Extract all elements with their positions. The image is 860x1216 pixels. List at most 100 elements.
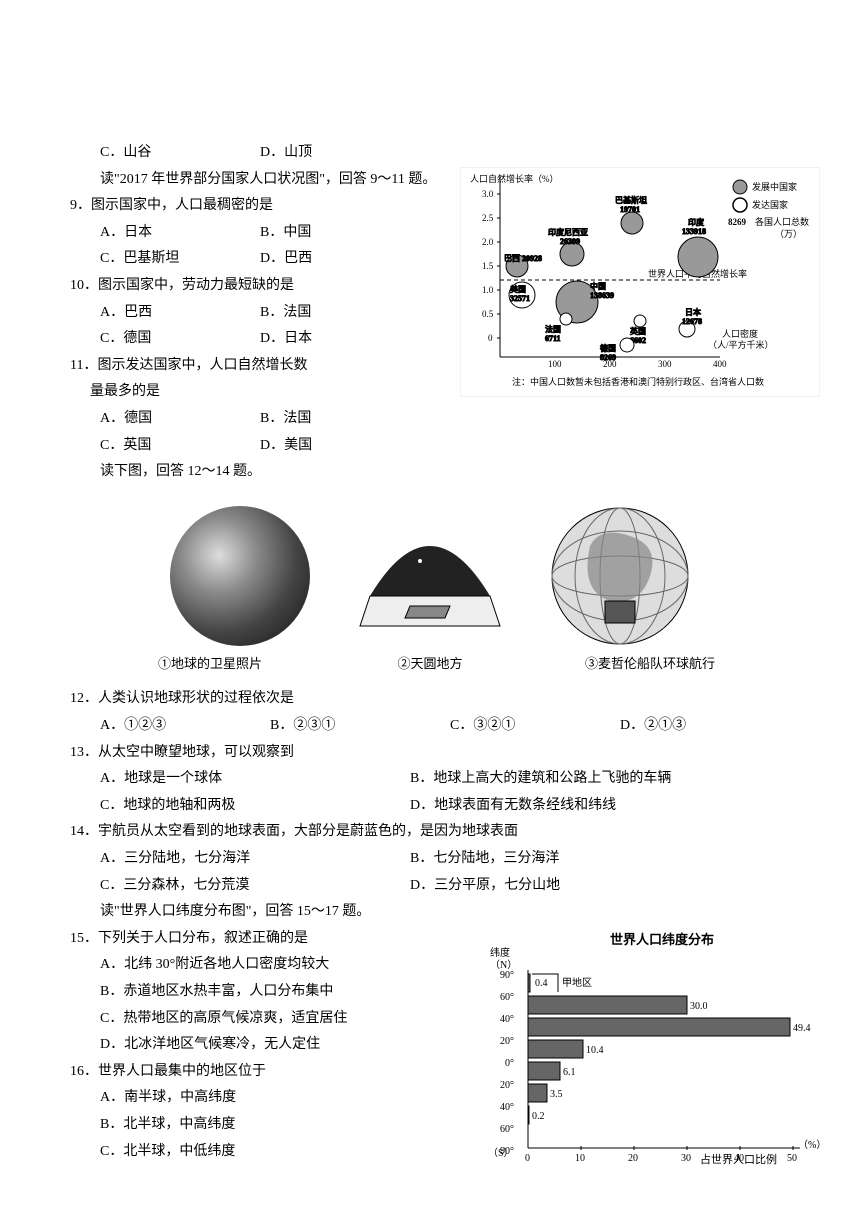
svg-text:20: 20 xyxy=(628,1153,638,1164)
svg-text:0: 0 xyxy=(488,333,493,343)
svg-text:英国: 英国 xyxy=(630,326,646,336)
population-bubble-chart: 人口自然增长率（%） 3.0 2.5 2.0 1.5 1.0 0.5 0 100… xyxy=(460,167,820,408)
globe-figure xyxy=(550,506,690,646)
q14-a: A．三分陆地，七分海洋 xyxy=(100,846,400,873)
q10-a: A．巴西 xyxy=(100,300,250,327)
q12-options: A．①②③ B．②③① C．③②① D．②①③ xyxy=(40,713,820,740)
q13-d: D．地球表面有无数条经线和纬线 xyxy=(410,793,730,820)
y-axis-title: 人口自然增长率（%） xyxy=(470,173,559,184)
svg-text:30: 30 xyxy=(681,1153,691,1164)
svg-text:印度: 印度 xyxy=(688,217,704,227)
svg-text:10: 10 xyxy=(575,1153,585,1164)
q14-b: B．七分陆地，三分海洋 xyxy=(410,846,730,873)
q12-a: A．①②③ xyxy=(100,713,260,740)
three-images xyxy=(40,506,820,646)
svg-text:0: 0 xyxy=(525,1153,530,1164)
svg-text:32571: 32571 xyxy=(510,294,530,303)
svg-text:100: 100 xyxy=(548,359,562,369)
svg-text:0.5: 0.5 xyxy=(482,309,494,319)
svg-text:2.5: 2.5 xyxy=(482,213,494,223)
img-label-a: ①地球的卫星照片 xyxy=(130,652,290,677)
svg-text:人口密度: 人口密度 xyxy=(722,328,758,339)
three-images-labels: ①地球的卫星照片 ②天圆地方 ③麦哲伦船队环球航行 xyxy=(40,652,820,677)
svg-text:12678: 12678 xyxy=(682,317,702,326)
q13-b: B．地球上高大的建筑和公路上飞驰的车辆 xyxy=(410,766,730,793)
q12-d: D．②①③ xyxy=(620,713,760,740)
svg-text:19701: 19701 xyxy=(620,205,640,214)
q10-c: C．德国 xyxy=(100,326,250,353)
svg-text:300: 300 xyxy=(658,359,672,369)
svg-text:49.4: 49.4 xyxy=(793,1023,811,1034)
svg-text:90°: 90° xyxy=(500,970,514,981)
svg-text:0.2: 0.2 xyxy=(532,1111,545,1122)
svg-text:138639: 138639 xyxy=(590,291,614,300)
q9-options: A．日本 B．中国 C．巴基斯坦 D．巴西 xyxy=(40,220,450,273)
q14-options: A．三分陆地，七分海洋 B．七分陆地，三分海洋 C．三分森林，七分荒漠 D．三分… xyxy=(40,846,820,899)
chart-note: 注：中国人口数暂未包括香港和澳门特别行政区、台湾省人口数 xyxy=(512,376,764,387)
intro-12-14: 读下图，回答 12～14 题。 xyxy=(40,459,820,486)
svg-text:400: 400 xyxy=(713,359,727,369)
svg-text:6.1: 6.1 xyxy=(563,1067,576,1078)
intro-15-17: 读"世界人口纬度分布图"，回答 15～17 题。 xyxy=(40,899,820,926)
svg-text:6711: 6711 xyxy=(545,334,561,343)
q11-a: A．德国 xyxy=(100,406,250,433)
q14-d: D．三分平原，七分山地 xyxy=(410,873,730,900)
svg-text:（%）: （%） xyxy=(798,1139,820,1151)
svg-text:26399: 26399 xyxy=(560,237,580,246)
svg-text:0.4: 0.4 xyxy=(535,978,548,989)
svg-text:发达国家: 发达国家 xyxy=(752,199,788,210)
svg-text:60°: 60° xyxy=(500,992,514,1003)
q8-c: C．山谷 xyxy=(100,140,250,167)
svg-text:法国: 法国 xyxy=(545,324,561,334)
x-axis-title: 占世界人口比例 xyxy=(700,1152,777,1166)
svg-text:8269: 8269 xyxy=(600,353,616,362)
svg-text:1.0: 1.0 xyxy=(482,285,494,295)
svg-text:日本: 日本 xyxy=(685,307,701,317)
svg-text:1.5: 1.5 xyxy=(482,261,494,271)
q8-options-cd: C．山谷 D．山顶 xyxy=(40,140,820,167)
svg-text:2.0: 2.0 xyxy=(482,237,494,247)
region-label: 甲地区 xyxy=(562,976,592,989)
q11-options: A．德国 B．法国 C．英国 D．美国 xyxy=(40,406,450,459)
svg-text:20°: 20° xyxy=(500,1080,514,1091)
q13-c: C．地球的地轴和两极 xyxy=(100,793,400,820)
q11-c: C．英国 xyxy=(100,433,250,460)
svg-text:（万）: （万） xyxy=(775,229,802,239)
q13-options: A．地球是一个球体 B．地球上高大的建筑和公路上飞驰的车辆 C．地球的地轴和两极… xyxy=(40,766,820,819)
svg-text:纬度: 纬度 xyxy=(490,946,510,959)
dome-figure xyxy=(350,506,510,646)
svg-text:美国: 美国 xyxy=(510,284,526,294)
svg-text:40°: 40° xyxy=(500,1102,514,1113)
q9-b: B．中国 xyxy=(260,220,410,247)
svg-text:40°: 40° xyxy=(500,1014,514,1025)
svg-text:中国: 中国 xyxy=(590,281,606,291)
svg-text:133918: 133918 xyxy=(682,227,706,236)
svg-text:巴西: 巴西 xyxy=(504,254,520,263)
q13-a: A．地球是一个球体 xyxy=(100,766,400,793)
q12-b: B．②③① xyxy=(270,713,440,740)
svg-text:德国: 德国 xyxy=(600,343,616,353)
earth-photo xyxy=(170,506,310,646)
bubble-chart-svg: 人口自然增长率（%） 3.0 2.5 2.0 1.5 1.0 0.5 0 100… xyxy=(460,167,820,397)
q9-a: A．日本 xyxy=(100,220,250,247)
svg-text:20°: 20° xyxy=(500,1036,514,1047)
svg-text:各国人口总数: 各国人口总数 xyxy=(755,216,809,227)
latitude-bar-chart: 世界人口纬度分布 纬度 （N） 90° 60° 40° 20° 0° 20° 4… xyxy=(480,926,820,1177)
svg-text:发展中国家: 发展中国家 xyxy=(752,181,797,192)
q9-d: D．巴西 xyxy=(260,246,410,273)
svg-text:30.0: 30.0 xyxy=(690,1001,708,1012)
q11-d: D．美国 xyxy=(260,433,410,460)
q10-d: D．日本 xyxy=(260,326,410,353)
q10-options: A．巴西 B．法国 C．德国 D．日本 xyxy=(40,300,450,353)
svg-text:（人/平方千米）: （人/平方千米） xyxy=(708,339,774,350)
img-label-b: ②天圆地方 xyxy=(350,652,510,677)
svg-text:8269: 8269 xyxy=(728,217,747,227)
svg-text:20928: 20928 xyxy=(522,254,542,263)
q9-c: C．巴基斯坦 xyxy=(100,246,250,273)
q12-c: C．③②① xyxy=(450,713,610,740)
img-label-c: ③麦哲伦船队环球航行 xyxy=(570,652,730,677)
svg-text:（S）: （S） xyxy=(488,1147,514,1159)
q8-d: D．山顶 xyxy=(260,140,410,167)
q14-stem: 14．宇航员从太空看到的地球表面，大部分是蔚蓝色的，是因为地球表面 xyxy=(40,819,820,846)
svg-text:3.5: 3.5 xyxy=(550,1089,563,1100)
